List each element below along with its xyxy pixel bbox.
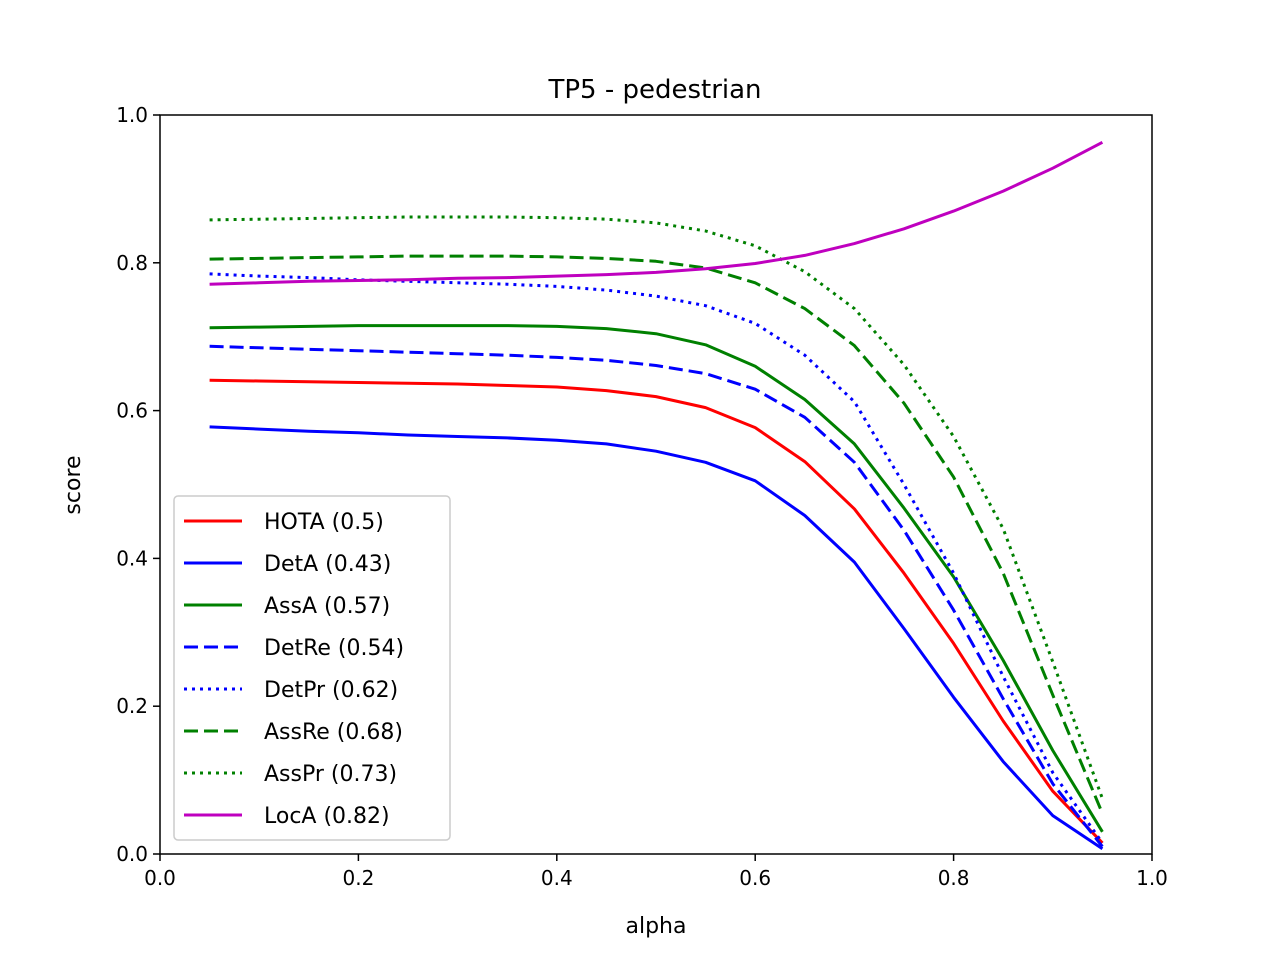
x-tick-label: 0.4 xyxy=(541,866,573,890)
legend: HOTA (0.5) DetA (0.43) AssA (0.57) DetRe (0… xyxy=(173,495,451,841)
series-layer xyxy=(209,140,1104,851)
y-tick-label: 0.0 xyxy=(116,842,148,866)
x-tick-label: 0.6 xyxy=(739,866,771,890)
legend-label: AssRe (0.68) xyxy=(264,720,403,745)
y-tick-label: 0.4 xyxy=(116,546,148,570)
series-line-assa xyxy=(209,324,1104,833)
y-tick-label: 0.8 xyxy=(116,251,148,275)
y-tick-label: 0.2 xyxy=(116,694,148,718)
chart-title: TP5 - pedestrian xyxy=(547,75,761,105)
plot-area xyxy=(209,140,1104,851)
x-tick-label: 1.0 xyxy=(1136,866,1168,890)
x-tick-label: 0.2 xyxy=(342,866,374,890)
legend-label: AssPr (0.73) xyxy=(264,762,397,787)
series-line-detre xyxy=(209,344,1104,848)
y-tick-label: 1.0 xyxy=(116,103,148,127)
x-tick-label: 0.8 xyxy=(938,866,970,890)
legend-label: DetPr (0.62) xyxy=(264,678,398,703)
series-line-assre xyxy=(209,254,1104,814)
x-tick-label: 0.0 xyxy=(144,866,176,890)
plot-frame xyxy=(159,114,1153,855)
series-line-loca xyxy=(209,140,1104,286)
legend-label: DetA (0.43) xyxy=(264,552,391,577)
legend-box xyxy=(173,495,451,841)
series-line-hota xyxy=(209,378,1104,844)
x-axis: 0.0 0.2 0.4 0.6 0.8 1.0 xyxy=(144,854,1168,890)
y-tick-label: 0.6 xyxy=(116,399,148,423)
legend-items: HOTA (0.5) DetA (0.43) AssA (0.57) DetRe (0… xyxy=(184,510,404,829)
legend-label: HOTA (0.5) xyxy=(264,510,384,535)
series-line-deta xyxy=(209,425,1104,851)
legend-label: AssA (0.57) xyxy=(264,594,390,619)
x-axis-label: alpha xyxy=(626,914,687,939)
legend-label: LocA (0.82) xyxy=(264,804,390,829)
legend-label: DetRe (0.54) xyxy=(264,636,404,661)
y-axis: 0.0 0.2 0.4 0.6 0.8 1.0 xyxy=(116,103,160,866)
y-axis-label: score xyxy=(61,455,86,514)
